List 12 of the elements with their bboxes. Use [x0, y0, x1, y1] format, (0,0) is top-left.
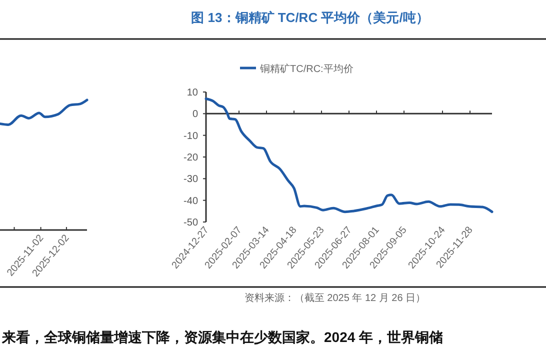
- line-series: [204, 97, 494, 214]
- text: 资料来源：（截至 2025 年 12 月 26 日）: [244, 292, 426, 304]
- y-tick-label: -20: [184, 152, 198, 164]
- y-tick-label: -10: [184, 130, 198, 142]
- legend-label: 铜精矿TC/RC:平均价: [259, 63, 354, 75]
- text: 来看，全球铜储量增速下降，资源集中在少数国家。2024 年，世界铜储: [1, 329, 444, 345]
- y-tick-label: -30: [184, 174, 198, 186]
- y-tick-label: 10: [186, 88, 198, 98]
- chart-title: 图 13：铜精矿 TC/RC 平均价（美元/吨）: [191, 10, 429, 25]
- y-tick-label: -50: [184, 218, 198, 228]
- y-tick-label: 0: [192, 109, 198, 120]
- y-tick-label: -40: [184, 196, 198, 207]
